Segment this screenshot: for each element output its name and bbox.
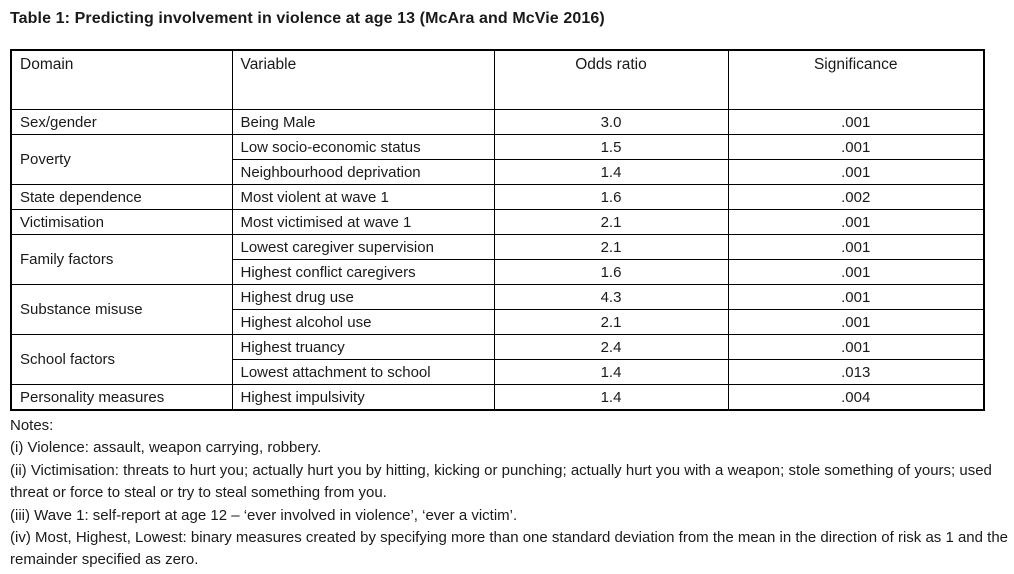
odds-ratio-cell: 2.1 [493,234,729,260]
odds-ratio-cell: 3.0 [493,109,729,135]
variable-cell: Lowest caregiver supervision [231,234,495,260]
significance-cell: .001 [727,284,985,310]
variable-cell: Low socio-economic status [231,134,495,160]
odds-ratio-cell: 1.4 [493,359,729,385]
table-row: Neighbourhood deprivation 1.4.001 [11,159,985,185]
significance-cell: .001 [727,334,985,360]
variable-cell: Being Male [231,109,495,135]
results-table: Domain Variable Odds ratio Significance … [10,49,985,411]
significance-cell: .001 [727,209,985,235]
variable-cell: Most violent at wave 1 [231,184,495,210]
note-item-iii: (iii) Wave 1: self-report at age 12 – ‘e… [10,506,518,524]
note-item-ii: (ii) Victimisation: threats to hurt you;… [10,461,992,502]
odds-ratio-cell: 1.4 [493,384,729,411]
table-row: State dependence Most violent at wave 1 1.… [10,184,985,210]
odds-ratio-cell: 2.1 [493,309,729,335]
note-item-i: (i) Violence: assault, weapon carrying, … [10,439,322,457]
table-header-row: Domain Variable Odds ratio Significance [10,49,985,110]
significance-cell: .001 [727,309,985,335]
notes-label: Notes: [10,417,54,434]
odds-ratio-cell: 1.4 [493,159,729,185]
variable-cell: Highest drug use [231,284,495,310]
table-row: Sex/gender Being Male 3.0.001 [10,109,985,135]
domain-cell: Poverty [10,134,233,185]
table-row: Personality measures Highest impulsivity 1… [10,384,985,411]
table-row: Highest alcohol use 2.1.001 [11,309,985,335]
domain-cell: Substance misuse [10,284,233,335]
table-row: Family factors Lowest caregiver supervisi… [10,234,985,285]
table-row: Highest conflict caregivers 1.6.001 [11,259,985,285]
header-odds-ratio: Odds ratio [493,49,729,110]
table-row: Poverty Low socio-economic status 1.5.001 [10,134,985,185]
odds-ratio-cell: 2.1 [493,209,729,235]
domain-cell: Personality measures [10,384,233,411]
variable-cell: Most victimised at wave 1 [231,209,495,235]
variable-cell: Neighbourhood deprivation [231,159,495,185]
variable-cell: Highest conflict caregivers [231,259,495,285]
odds-ratio-cell: 1.5 [493,134,729,160]
domain-cell: School factors [10,334,233,385]
header-significance: Significance [727,49,985,110]
significance-cell: .004 [727,384,985,411]
significance-cell: .001 [727,159,985,185]
domain-cell: Sex/gender [10,109,233,135]
odds-ratio-cell: 1.6 [493,184,729,210]
significance-cell: .001 [727,109,985,135]
variable-cell: Lowest attachment to school [231,359,495,385]
table-row: Substance misuse Highest drug use 4.3.001 [10,284,985,335]
table-body: Sex/gender Being Male 3.0.001 Poverty Low so… [10,109,985,411]
significance-cell: .013 [727,359,985,385]
significance-cell: .001 [727,234,985,260]
significance-cell: .001 [727,259,985,285]
domain-cell: Victimisation [10,209,233,235]
variable-cell: Highest alcohol use [231,309,495,335]
significance-cell: .001 [727,134,985,160]
header-domain: Domain [10,49,233,110]
domain-cell: Family factors [10,234,233,285]
variable-cell: Highest truancy [231,334,495,360]
domain-cell: State dependence [10,184,233,210]
variable-cell: Highest impulsivity [231,384,495,411]
note-item-iv: (iv) Most, Highest, Lowest: binary measu… [10,529,1009,569]
header-variable: Variable [231,49,495,110]
significance-cell: .002 [727,184,985,210]
notes-section: Notes: (i) Violence: assault, weapon car… [10,415,1010,572]
table-row: Victimisation Most victimised at wave 1 2.… [10,209,985,235]
odds-ratio-cell: 4.3 [493,284,729,310]
table-row: School factors Highest truancy 2.4.001 [10,334,985,385]
odds-ratio-cell: 2.4 [493,334,729,360]
table-row: Lowest attachment to school 1.4.013 [11,359,985,385]
odds-ratio-cell: 1.6 [493,259,729,285]
table-title: Table 1: Predicting involvement in viole… [10,10,605,27]
